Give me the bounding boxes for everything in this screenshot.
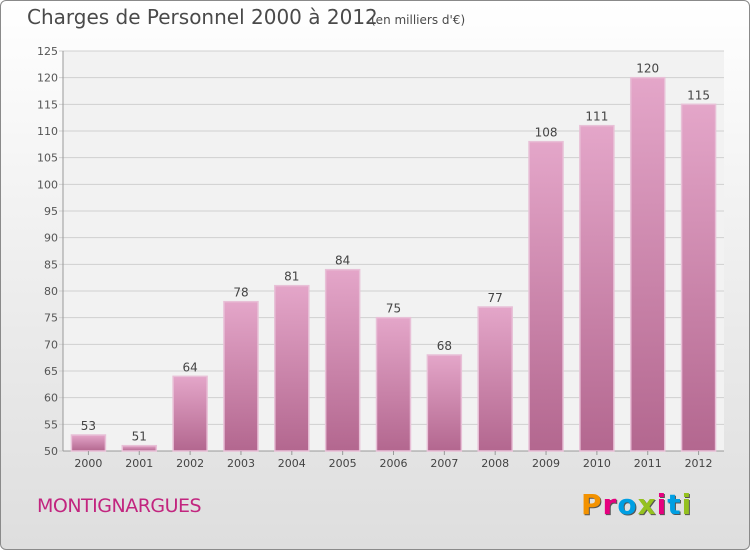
y-tick-label: 125 — [37, 45, 58, 58]
y-tick-label: 65 — [44, 365, 58, 378]
logo-letter: i — [656, 488, 668, 521]
logo-letter: x — [637, 488, 657, 521]
y-tick-label: 100 — [37, 178, 58, 191]
x-tick-label: 2001 — [125, 457, 153, 470]
bar-2003 — [223, 300, 259, 452]
logo-letter: t — [667, 488, 682, 521]
x-tick-label: 2006 — [380, 457, 408, 470]
data-label: 68 — [437, 339, 452, 353]
data-label: 51 — [132, 430, 147, 444]
y-tick-label: 60 — [44, 392, 58, 405]
x-tick-label: 2011 — [634, 457, 662, 470]
y-tick-label: 50 — [44, 445, 58, 458]
bar-2006 — [375, 316, 412, 452]
logo-letter: o — [617, 488, 638, 521]
y-tick-label: 90 — [44, 232, 58, 245]
bar-2012 — [680, 103, 717, 452]
x-tick-label: 2012 — [685, 457, 713, 470]
y-tick-label: 85 — [44, 258, 58, 271]
commune-name: MONTIGNARGUES — [37, 495, 202, 517]
x-tick-label: 2004 — [278, 457, 306, 470]
data-label: 84 — [335, 254, 350, 268]
bar-2000 — [70, 434, 107, 452]
data-label: 111 — [585, 110, 608, 124]
logo-letter: r — [602, 488, 618, 521]
logo-letter: P — [581, 488, 603, 521]
x-tick-label: 2000 — [74, 457, 102, 470]
bar-2005 — [324, 268, 361, 452]
y-tick-label: 70 — [44, 338, 58, 351]
x-tick-label: 2007 — [430, 457, 458, 470]
data-label: 108 — [535, 126, 558, 140]
x-tick-label: 2009 — [532, 457, 560, 470]
data-label: 78 — [233, 286, 248, 300]
x-tick-label: 2010 — [583, 457, 611, 470]
data-label: 77 — [488, 291, 503, 305]
data-label: 115 — [687, 88, 710, 102]
data-label: 53 — [81, 419, 96, 433]
y-tick-label: 105 — [37, 152, 58, 165]
logo-letter: i — [681, 488, 693, 521]
y-tick-label: 80 — [44, 285, 58, 298]
data-label: 81 — [284, 270, 299, 284]
data-label: 120 — [636, 62, 659, 76]
y-tick-label: 115 — [37, 98, 58, 111]
bar-2010 — [579, 124, 615, 452]
data-label: 64 — [182, 360, 197, 374]
proxiti-logo: Proxiti — [581, 488, 692, 521]
y-tick-label: 55 — [44, 418, 58, 431]
chart-title: Charges de Personnel 2000 à 2012 — [27, 5, 378, 29]
y-tick-label: 75 — [44, 312, 58, 325]
bar-2009 — [528, 140, 564, 452]
chart-subtitle: (en milliers d'€) — [371, 13, 466, 27]
x-tick-label: 2002 — [176, 457, 204, 470]
bar-chart: 50 55 60 65 70 75 80 85 90 95 100 105 110 115 120 125 53… — [37, 45, 724, 470]
x-tick-label: 2003 — [227, 457, 255, 470]
bar-2002 — [172, 375, 208, 452]
y-tick-label: 110 — [37, 125, 58, 138]
x-tick-label: 2008 — [481, 457, 509, 470]
x-tick-label: 2005 — [329, 457, 357, 470]
bar-2004 — [274, 284, 310, 452]
y-tick-label: 120 — [37, 72, 58, 85]
bar-2008 — [477, 306, 513, 452]
y-tick-label: 95 — [44, 205, 58, 218]
data-label: 75 — [386, 302, 401, 316]
bar-2001 — [121, 444, 158, 452]
bar-2011 — [629, 76, 666, 452]
bar-2007 — [426, 354, 463, 452]
